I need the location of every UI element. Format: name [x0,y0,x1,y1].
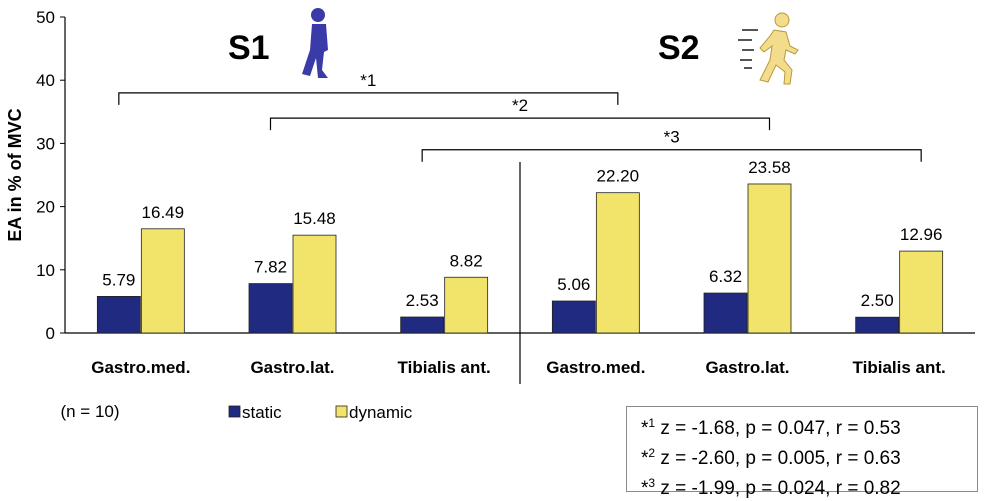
stat-line-1: *1 z = -1.68, p = 0.047, r = 0.53 [641,416,901,439]
significance-bracket-2 [269,117,771,131]
y-axis-label: EA in % of MVC [5,108,25,241]
data-label-static-4: 6.32 [709,267,742,286]
stat-line-2: *2 z = -2.60, p = 0.005, r = 0.63 [641,446,901,469]
category-label-2: Tibialis ant. [398,358,491,377]
bar-dynamic-4 [747,183,792,334]
legend-swatch-static [228,405,241,418]
bracket-label-3: *3 [664,128,680,147]
bar-static-4 [703,292,748,334]
bracket-label-1: *1 [360,71,376,90]
walking-person-icon [302,8,328,78]
y-tick-label-4: 40 [36,71,55,90]
data-label-static-2: 2.53 [406,291,439,310]
y-tick-label-2: 20 [36,198,55,217]
group-label-s1: S1 [228,29,270,67]
category-label-3: Gastro.med. [546,358,645,377]
data-label-dynamic-4: 23.58 [748,158,791,177]
y-tick-label-3: 30 [36,134,55,153]
legend-swatch-dynamic [335,405,348,418]
bar-dynamic-3 [595,192,640,334]
group-label-s2: S2 [658,29,700,67]
bracket-label-2: *2 [512,96,528,115]
data-label-static-1: 7.82 [254,258,287,277]
category-label-1: Gastro.lat. [250,358,334,377]
bar-dynamic-0 [140,228,185,334]
category-label-0: Gastro.med. [91,358,190,377]
y-tick-label-5: 50 [36,8,55,27]
significance-bracket-3 [421,149,922,162]
data-label-dynamic-2: 8.82 [450,251,483,270]
data-label-dynamic-0: 16.49 [142,203,185,222]
bar-dynamic-5 [899,250,944,334]
data-label-static-5: 2.50 [861,291,894,310]
significance-bracket-1 [118,92,619,105]
bar-static-1 [248,283,293,334]
category-label-5: Tibialis ant. [853,358,946,377]
stat-line-3: *3 z = -1.99, p = 0.024, r = 0.82 [641,476,901,499]
bar-dynamic-2 [444,276,489,334]
data-label-dynamic-1: 15.48 [293,209,336,228]
y-tick-label-0: 0 [46,324,55,343]
data-label-static-0: 5.79 [102,270,135,289]
data-label-dynamic-5: 12.96 [900,225,943,244]
bar-static-2 [400,316,445,334]
running-person-icon [738,12,799,85]
legend-label-dynamic: dynamic [349,403,413,422]
bar-static-0 [96,296,141,334]
statistics-box: *1 z = -1.68, p = 0.047, r = 0.53 *2 z =… [626,406,978,499]
bar-static-5 [855,316,900,334]
y-tick-label-1: 10 [36,261,55,280]
bar-dynamic-1 [292,234,337,334]
category-label-4: Gastro.lat. [705,358,789,377]
bar-static-3 [551,300,596,334]
sample-size-note: (n = 10) [60,402,119,421]
data-label-dynamic-3: 22.20 [597,167,640,186]
legend-label-static: static [242,403,282,422]
data-label-static-3: 5.06 [557,275,590,294]
